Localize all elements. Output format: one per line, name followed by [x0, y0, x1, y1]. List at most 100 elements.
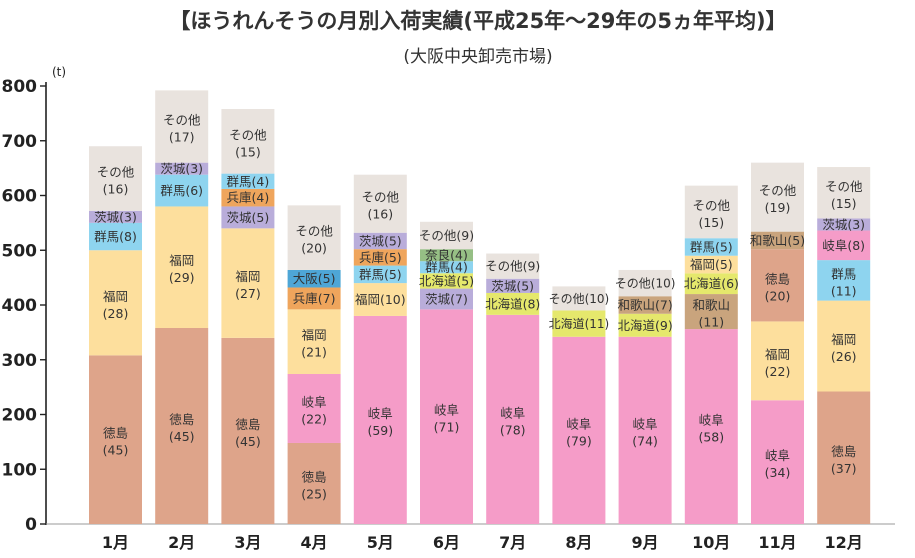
- segment-label: 岐阜: [302, 394, 327, 409]
- segment-label: 福岡: [235, 269, 260, 284]
- y-tick-label: 400: [2, 296, 38, 316]
- bar-stack: 岐阜 (79) 北海道(11) その他(10): [549, 286, 610, 524]
- segment-label: 茨城(5): [359, 233, 402, 248]
- segment-label: 兵庫(7): [293, 291, 336, 306]
- segment-label: 岐阜: [500, 405, 525, 420]
- y-tick-label: 100: [2, 460, 38, 480]
- segment-label: 徳島: [103, 426, 128, 441]
- x-tick-label: 3月: [234, 533, 261, 552]
- bar-segment: [684, 185, 738, 239]
- bar-stack: 岐阜 (34) 福岡 (22) 徳島 (20) 和歌山(5) その他 (19): [750, 162, 805, 524]
- segment-pct: (11): [831, 283, 857, 298]
- y-tick-label: 0: [25, 515, 37, 535]
- segment-pct: (22): [301, 411, 327, 426]
- bar-segment: [287, 205, 341, 270]
- segment-pct: (25): [301, 486, 327, 501]
- segment-label: 群馬(5): [359, 267, 402, 282]
- bar-segment: [618, 296, 672, 314]
- segment-pct: (20): [765, 288, 791, 303]
- segment-label: その他: [362, 190, 400, 205]
- x-tick-label: 1月: [102, 533, 129, 552]
- x-tick-label: 7月: [499, 533, 526, 552]
- segment-label: その他(9): [419, 228, 474, 243]
- segment-pct: (19): [765, 200, 791, 215]
- segment-pct: (16): [367, 207, 393, 222]
- bar-stack: 徳島 (45) 福岡 (27) 茨城(5) 兵庫(4)群馬(4) その他 (15): [221, 108, 275, 524]
- bar-segment: [684, 255, 738, 274]
- segment-pct: (28): [103, 306, 129, 321]
- segment-label: 北海道(9): [617, 318, 672, 333]
- segment-pct: (15): [235, 144, 261, 159]
- x-tick-label: 5月: [367, 533, 394, 552]
- bar-stack: 徳島 (37) 福岡 (26) 群馬 (11) 岐阜(8) 茨城(3) その他 (15): [817, 167, 871, 524]
- segment-pct: (45): [169, 429, 195, 444]
- bar-segment: [221, 188, 275, 207]
- segment-label: 福岡(10): [355, 292, 406, 307]
- bar-segment: [353, 249, 407, 266]
- segment-label: その他: [825, 179, 863, 194]
- segment-label: 徳島: [831, 444, 856, 459]
- bar-segment: [155, 162, 209, 175]
- bar-stack: 岐阜 (59) 福岡(10) 群馬(5) 兵庫(5) 茨城(5) その他 (16): [353, 174, 407, 524]
- segment-pct: (26): [831, 349, 857, 364]
- segment-label: その他(10): [549, 292, 610, 306]
- segment-label: 群馬(4): [425, 260, 468, 275]
- chart-title: 【ほうれんそうの月別入荷実績(平成25年〜29年の5ヵ年平均)】: [169, 9, 786, 33]
- bar-segment: [89, 146, 142, 211]
- segment-pct: (17): [169, 130, 195, 145]
- bar-segment: [221, 337, 275, 524]
- y-tick-label: 200: [2, 406, 38, 426]
- segment-label: 群馬(4): [227, 174, 270, 189]
- bar-segment: [817, 167, 871, 219]
- x-tick-label: 11月: [758, 533, 796, 552]
- segment-label: 和歌山(5): [750, 233, 805, 248]
- bar-segment: [287, 373, 341, 443]
- x-tick-label: 2月: [168, 533, 195, 552]
- bar-segment: [618, 313, 672, 337]
- bar-segment: [817, 218, 871, 231]
- bar-segment: [420, 288, 473, 310]
- x-tick-label: 10月: [692, 533, 730, 552]
- segment-label: 岐阜: [699, 413, 724, 428]
- chart-subtitle: (大阪中央卸売市場): [403, 47, 552, 67]
- bar-segment: [353, 232, 407, 250]
- segment-label: 茨城(3): [822, 217, 865, 232]
- bar-stack: 岐阜 (74) 北海道(9) 和歌山(7) その他(10): [615, 269, 675, 524]
- bar-segment: [420, 261, 473, 274]
- segment-pct: (29): [169, 270, 195, 285]
- bar-segment: [817, 260, 871, 301]
- bar-stack: 徳島 (45) 福岡 (29) 群馬(6) 茨城(3) その他 (17): [155, 90, 209, 524]
- segment-label: その他: [163, 113, 201, 128]
- segment-label: 茨城(5): [491, 278, 534, 293]
- bar-segment: [420, 273, 473, 289]
- segment-label: 群馬(6): [160, 183, 203, 198]
- segment-label: その他: [97, 165, 135, 180]
- bar-segment: [486, 278, 540, 293]
- bar-segment: [420, 249, 473, 262]
- segment-pct: (34): [765, 465, 791, 480]
- segment-pct: (20): [301, 241, 327, 256]
- bar-segment: [155, 90, 209, 163]
- bar-segment: [155, 174, 209, 207]
- bar-segment: [353, 283, 407, 316]
- bar-segment: [89, 250, 142, 356]
- y-tick-label: 600: [2, 187, 38, 207]
- segment-pct: (45): [235, 434, 261, 449]
- segment-label: 群馬(8): [94, 229, 137, 244]
- y-tick-label: 800: [2, 77, 38, 97]
- bar-segment: [420, 221, 473, 250]
- bar-stack: 徳島 (45) 福岡 (28) 群馬(8) 茨城(3) その他 (16): [89, 146, 142, 524]
- segment-label: 岐阜: [566, 416, 591, 431]
- bar-segment: [486, 292, 540, 315]
- segment-pct: (11): [698, 315, 724, 330]
- segment-label: 兵庫(4): [227, 190, 270, 205]
- bar-segment: [552, 286, 606, 311]
- x-tick-label: 4月: [301, 533, 328, 552]
- segment-label: その他: [295, 224, 333, 239]
- segment-pct: (45): [103, 443, 129, 458]
- bars-group: 徳島 (45) 福岡 (28) 群馬(8) 茨城(3) その他 (16) 徳島 (45) 福岡 (29…: [89, 90, 871, 524]
- segment-label: 北海道(5): [419, 273, 474, 288]
- segment-label: 北海道(11): [549, 316, 610, 331]
- segment-label: 群馬: [831, 266, 856, 281]
- bar-segment: [353, 315, 407, 524]
